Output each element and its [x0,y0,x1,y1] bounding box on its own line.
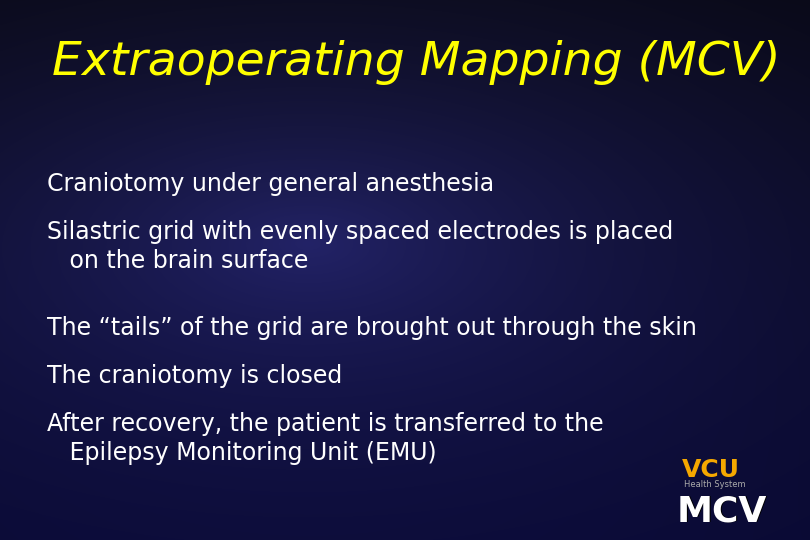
Text: Silastric grid with evenly spaced electrodes is placed
   on the brain surface: Silastric grid with evenly spaced electr… [47,220,673,273]
Text: VCU: VCU [682,458,740,482]
Text: Craniotomy under general anesthesia: Craniotomy under general anesthesia [47,172,494,196]
Text: Extraoperating Mapping (MCV): Extraoperating Mapping (MCV) [52,40,781,85]
Text: MCV: MCV [677,494,767,528]
Text: MCV: MCV [678,495,769,529]
Text: The “tails” of the grid are brought out through the skin: The “tails” of the grid are brought out … [47,316,697,340]
Text: Health System: Health System [684,480,746,489]
Text: After recovery, the patient is transferred to the
   Epilepsy Monitoring Unit (E: After recovery, the patient is transferr… [47,412,603,465]
Text: The craniotomy is closed: The craniotomy is closed [47,364,343,388]
